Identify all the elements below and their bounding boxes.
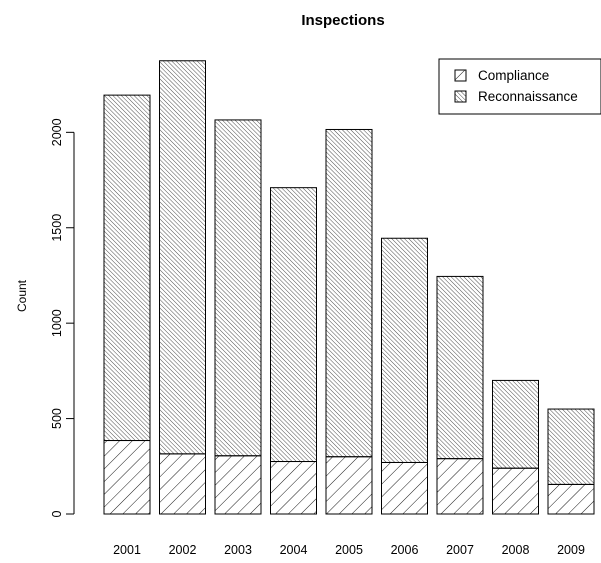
legend-swatch-reconnaissance [454,90,467,103]
legend: Compliance Reconnaissance [438,58,601,115]
x-tick-label: 2006 [391,543,419,557]
bar-reconnaissance-2008 [492,379,539,469]
bar-compliance-2004 [270,461,317,515]
bar-reconnaissance-2006 [381,237,428,463]
chart-title: Inspections [301,12,384,29]
x-tick-label: 2002 [169,543,197,557]
x-tick-label: 2009 [557,543,585,557]
bars-group [103,60,595,515]
bar-reconnaissance-2007 [436,275,484,460]
bar-compliance-2001 [103,440,151,515]
y-tick-label: 500 [50,408,64,429]
x-tick-labels: 2001 2002 2003 2004 2005 2006 2007 2008 2009 [113,543,585,557]
y-tick-label: 1000 [50,309,64,337]
bar-reconnaissance-2001 [103,94,151,442]
bar-reconnaissance-2004 [270,187,317,463]
legend-swatch-compliance [454,69,467,82]
bar-compliance-2005 [325,456,373,515]
bar-compliance-2006 [381,461,428,515]
x-tick-label: 2008 [502,543,530,557]
y-axis-label: Count [15,279,29,312]
legend-label-compliance: Compliance [478,68,549,83]
bar-reconnaissance-2002 [159,60,206,455]
x-tick-label: 2007 [446,543,474,557]
bar-compliance-2009 [547,483,595,515]
legend-label-reconnaissance: Reconnaissance [478,89,578,104]
x-tick-label: 2004 [280,543,308,557]
bar-compliance-2008 [492,467,539,515]
bar-compliance-2003 [214,455,262,515]
x-tick-label: 2003 [224,543,252,557]
y-axis: 0 500 1000 1500 2000 [50,118,75,517]
bar-reconnaissance-2003 [214,119,262,457]
y-tick-label: 1500 [50,214,64,242]
bar-compliance-2002 [159,453,206,515]
legend-box [438,58,601,115]
x-tick-label: 2001 [113,543,141,557]
bar-reconnaissance-2005 [325,128,373,458]
y-tick-label: 0 [50,510,64,517]
x-tick-label: 2005 [335,543,363,557]
bar-reconnaissance-2009 [547,408,595,485]
bar-compliance-2007 [436,458,484,515]
y-tick-label: 2000 [50,118,64,146]
